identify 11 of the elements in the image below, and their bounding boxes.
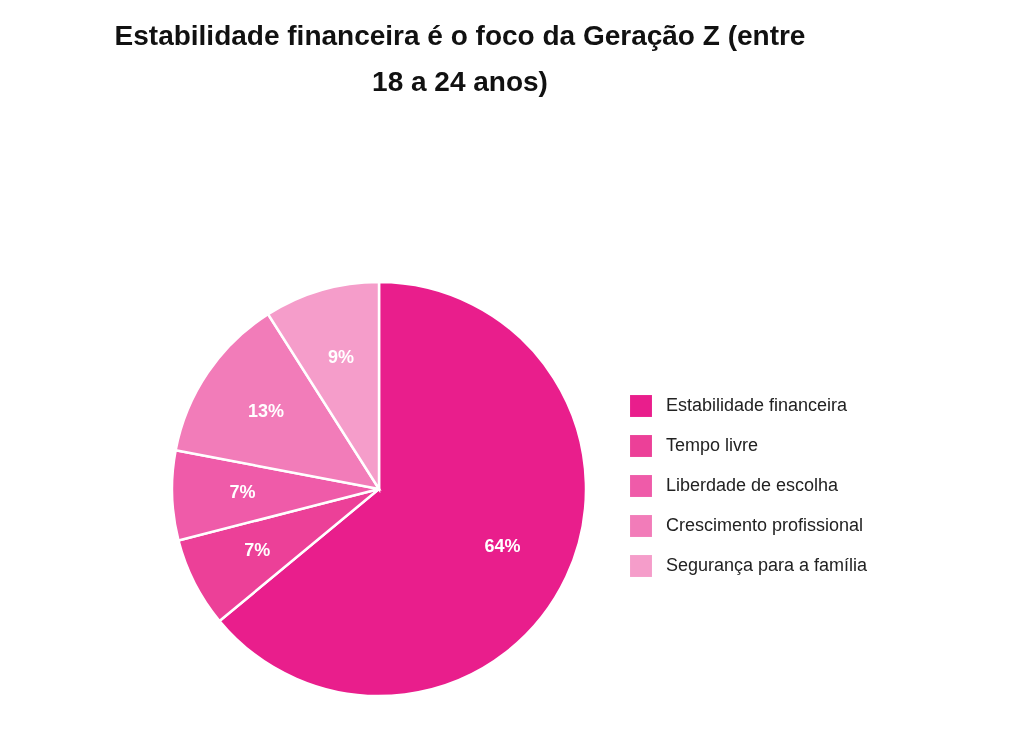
data-label: 64% bbox=[484, 536, 521, 557]
legend-label: Estabilidade financeira bbox=[666, 395, 849, 415]
legend-label: Segurança para a família bbox=[666, 555, 869, 575]
data-label: 7% bbox=[229, 482, 256, 503]
chart-title: Estabilidade financeira é o foco da Geração Z (entre 18 a 24 anos) bbox=[114, 20, 806, 97]
data-label: 7% bbox=[244, 540, 271, 561]
data-label: 13% bbox=[247, 401, 285, 422]
data-label: 9% bbox=[327, 346, 354, 367]
legend-label: Tempo livre bbox=[666, 435, 759, 455]
legend-label: Crescimento profissional bbox=[666, 515, 864, 535]
legend-label: Liberdade de escolha bbox=[666, 475, 840, 495]
